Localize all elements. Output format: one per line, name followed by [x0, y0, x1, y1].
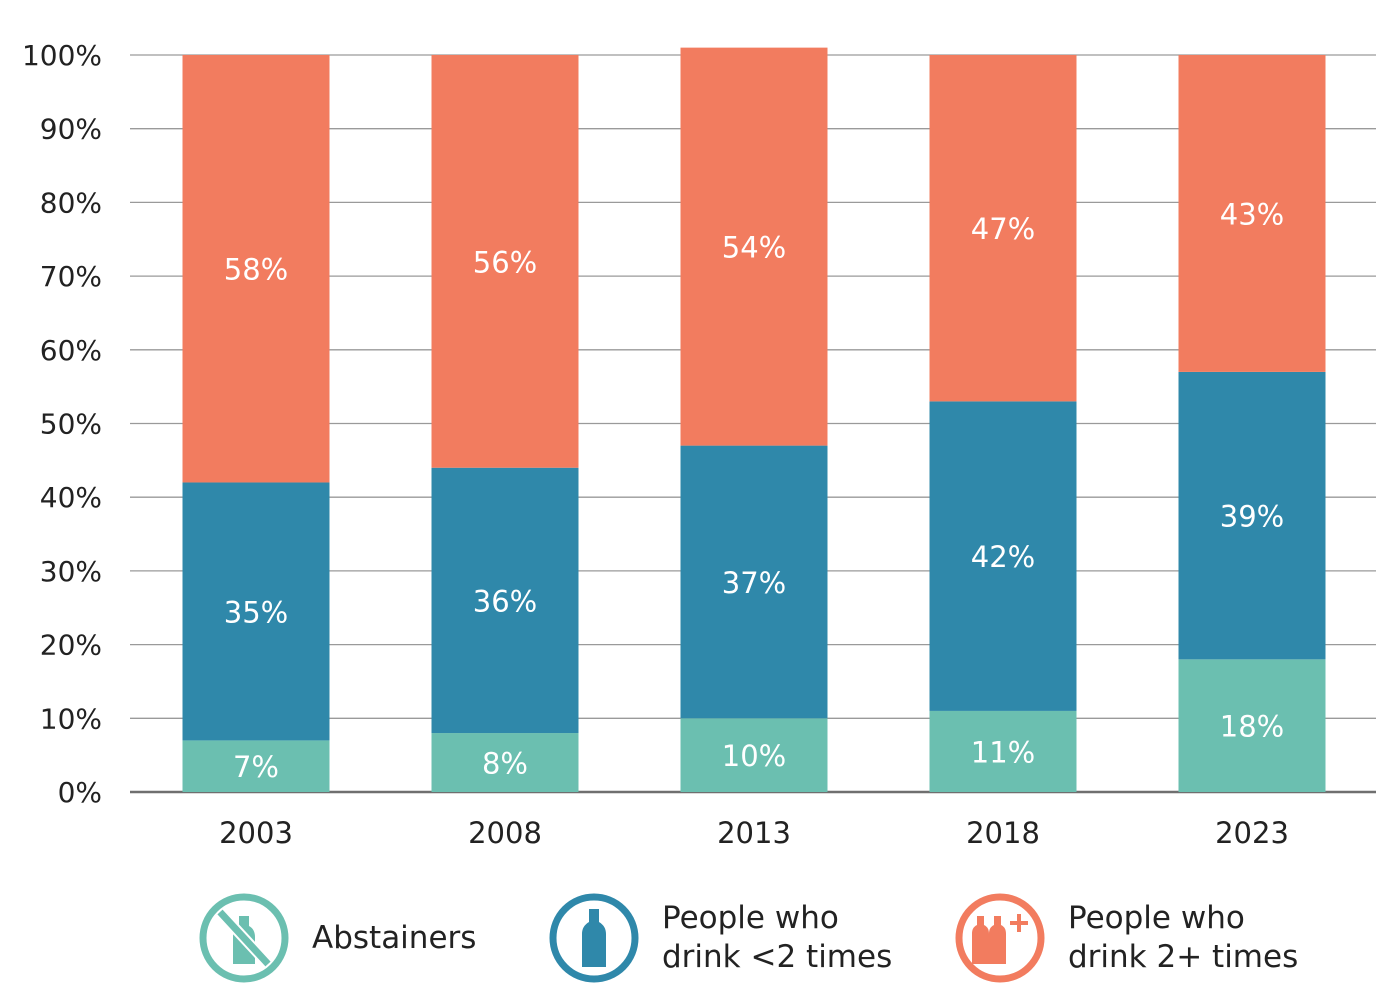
y-tick-label: 60% [40, 334, 102, 367]
y-tick-label: 0% [58, 776, 102, 809]
y-tick-label: 40% [40, 481, 102, 514]
legend: Abstainers People who drink <2 times Peo… [0, 880, 1398, 1000]
y-tick-label: 10% [40, 702, 102, 735]
bar-segment [182, 740, 330, 792]
bar-segment [929, 710, 1077, 792]
bar-segment [431, 733, 579, 792]
two-bottles-plus-icon [955, 893, 1045, 983]
bar-segment [1178, 371, 1326, 660]
bar-segment [680, 718, 828, 792]
data-label: 11% [971, 735, 1035, 769]
legend-item-abstainers: Abstainers [198, 892, 476, 984]
legend-label-line-2: drink 2+ times [1068, 939, 1299, 975]
bar-group-2003: 7% 35% 58% [182, 55, 330, 792]
bar-segment [929, 55, 1077, 402]
bar-segment [929, 401, 1077, 711]
legend-label-line-1: People who [662, 900, 839, 936]
legend-label-line-2: drink <2 times [662, 939, 893, 975]
x-tick-label: 2023 [1215, 816, 1289, 850]
data-label: 54% [722, 231, 786, 265]
data-label: 56% [473, 245, 537, 279]
stacked-bar-chart: 0% 10% 20% 30% 40% 50% 60% 70% 80% 90% 100% 7% 35% 5… [22, 39, 1376, 850]
bar-segment [182, 482, 330, 741]
bars: 7% 35% 58% 8% 36% 56% 10% 37% 54% 11% 42% 47% 18% 39%… [182, 47, 1326, 792]
legend-item-drink-less-2: People who drink <2 times [548, 892, 892, 984]
data-label: 18% [1220, 710, 1284, 744]
bar-segment [431, 467, 579, 734]
y-tick-label: 30% [40, 555, 102, 588]
y-tick-label: 80% [40, 186, 102, 219]
y-tick-label: 50% [40, 408, 102, 441]
data-label: 42% [971, 540, 1035, 574]
bar-segment [680, 47, 828, 446]
bar-group-2018: 11% 42% 47% [929, 55, 1077, 792]
data-label: 35% [224, 595, 288, 629]
bar-group-2008: 8% 36% 56% [431, 55, 579, 792]
data-label: 58% [224, 253, 288, 287]
bar-group-2023: 18% 39% 43% [1178, 55, 1326, 792]
legend-label: Abstainers [312, 919, 477, 956]
y-tick-label: 90% [40, 113, 102, 146]
data-label: 7% [233, 750, 279, 784]
bottle-icon [549, 893, 639, 983]
bar-segment [1178, 55, 1326, 372]
data-label: 43% [1220, 197, 1284, 231]
legend-label-line-1: People who [1068, 900, 1245, 936]
y-axis-ticks: 0% 10% 20% 30% 40% 50% 60% 70% 80% 90% 100% [22, 39, 102, 809]
y-tick-label: 100% [22, 39, 102, 72]
x-tick-label: 2018 [966, 816, 1040, 850]
legend-item-drink-2-plus: People who drink 2+ times [954, 892, 1298, 984]
bar-segment [182, 55, 330, 483]
x-tick-label: 2008 [468, 816, 542, 850]
bar-group-2013: 10% 37% 54% [680, 47, 828, 792]
bar-segment [1178, 659, 1326, 792]
x-tick-label: 2003 [219, 816, 293, 850]
bar-segment [680, 445, 828, 719]
data-label: 47% [971, 212, 1035, 246]
y-tick-label: 20% [40, 629, 102, 662]
data-label: 39% [1220, 500, 1284, 534]
x-tick-label: 2013 [717, 816, 791, 850]
no-bottle-icon [199, 893, 289, 983]
data-label: 37% [722, 566, 786, 600]
bar-segment [431, 55, 579, 468]
data-label: 36% [473, 584, 537, 618]
data-label: 8% [482, 747, 528, 781]
x-axis-ticks: 2003 2008 2013 2018 2023 [219, 816, 1289, 850]
data-label: 10% [722, 739, 786, 773]
y-tick-label: 70% [40, 260, 102, 293]
